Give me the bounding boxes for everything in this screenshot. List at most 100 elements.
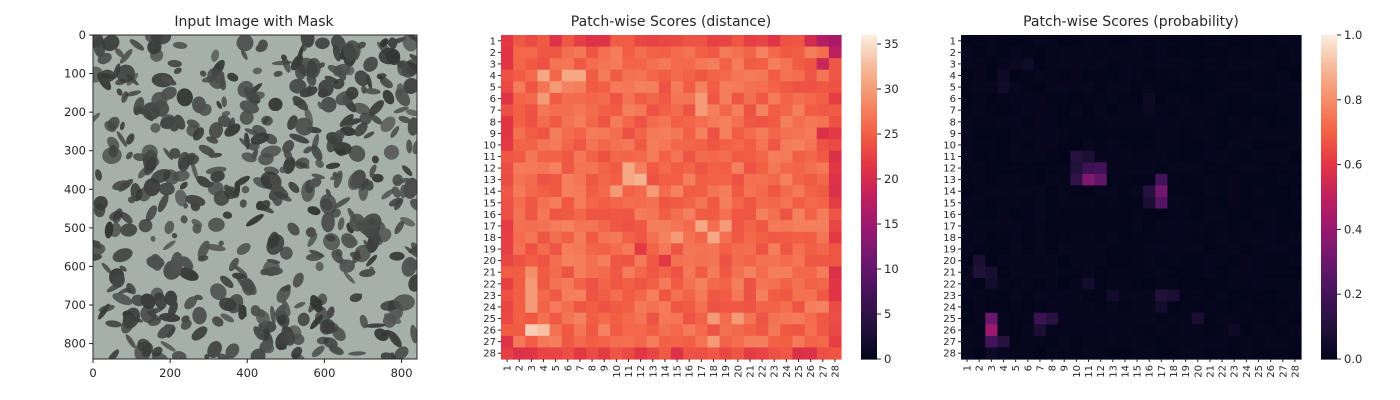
heatmap-cell (513, 289, 526, 302)
heatmap-cell (622, 162, 636, 175)
heatmap-cell (1203, 162, 1217, 175)
heatmap-cell (768, 254, 781, 268)
heatmap-cell (634, 197, 648, 210)
texture-blotch (325, 162, 341, 169)
heatmap-cell (622, 231, 636, 244)
heatmap-cell (816, 254, 830, 268)
heatmap-cell (598, 35, 611, 48)
heatmap-cell (549, 220, 563, 233)
heatmap-cell (1070, 278, 1084, 291)
heatmap-cell (695, 150, 709, 163)
heatmap-cell (501, 347, 514, 360)
heatmap-cell (683, 312, 696, 325)
heatmap-cell (658, 197, 672, 210)
row-label: 5 (950, 83, 956, 94)
heatmap-cell (1191, 231, 1205, 244)
heatmap-cell (828, 139, 842, 152)
heatmap-cell (1118, 208, 1132, 221)
texture-blotch (363, 131, 375, 139)
texture-blotch (157, 324, 176, 339)
heatmap-cell (610, 104, 624, 117)
heatmap-cell (501, 185, 514, 198)
heatmap-cell (598, 266, 611, 279)
colorbar-segment (1321, 237, 1337, 241)
texture-blotch (101, 262, 112, 274)
heatmap-cell (743, 58, 757, 71)
heatmap-cell (1276, 139, 1290, 152)
heatmap-cell (525, 116, 539, 129)
heatmap-cell (731, 335, 745, 349)
heatmap-cell (610, 254, 624, 268)
heatmap-cell (1094, 139, 1108, 152)
heatmap-cell (1264, 46, 1278, 59)
texture-blotch (192, 223, 202, 234)
heatmap-cell (1082, 289, 1096, 302)
heatmap-cell (1216, 104, 1229, 117)
heatmap-cell (1033, 69, 1047, 82)
heatmap-cell (731, 208, 745, 221)
heatmap-cell (707, 173, 721, 187)
heatmap-cell (1240, 243, 1254, 256)
heatmap-cell (634, 69, 648, 82)
heatmap-cell (743, 185, 757, 198)
row-label: 6 (950, 94, 956, 105)
col-label: 27 (818, 365, 829, 378)
heatmap-cell (1167, 301, 1181, 314)
texture-blotch (289, 133, 310, 144)
heatmap-cell (973, 92, 986, 106)
texture-image (92, 34, 418, 360)
texture-blotch (367, 227, 383, 246)
heatmap-cell (658, 347, 672, 360)
heatmap-cell (1143, 231, 1156, 244)
colorbar-segment (1321, 137, 1337, 141)
heatmap-cell (1106, 312, 1120, 325)
heatmap-cell (1191, 278, 1205, 291)
heatmap-cell (1179, 266, 1193, 279)
heatmap-cell (756, 324, 769, 337)
heatmap-cell (743, 254, 757, 268)
heatmap-cell (1228, 127, 1241, 140)
heatmap-cell (683, 197, 696, 210)
colorbar-tick-label: 0.2 (1344, 287, 1362, 301)
distance-heatmap-panel: Patch-wise Scores (distance) 12345678910… (483, 14, 898, 378)
heatmap-cell (1216, 324, 1229, 337)
row-label: 11 (483, 152, 496, 163)
heatmap-cell (695, 324, 709, 337)
texture-blotch (260, 145, 282, 158)
heatmap-cell (549, 35, 563, 48)
colorbar-segment (861, 234, 877, 239)
heatmap-cell (1155, 266, 1169, 279)
texture-blotch (393, 294, 415, 311)
heatmap-cell (1021, 35, 1035, 48)
heatmap-cell (1167, 266, 1181, 279)
heatmap-cell (610, 243, 624, 256)
heatmap-cell (997, 173, 1011, 187)
heatmap-cell (804, 231, 818, 244)
heatmap-cell (1094, 185, 1108, 198)
row-label: 24 (483, 302, 496, 313)
heatmap-cell (658, 289, 672, 302)
heatmap-cell (743, 150, 757, 163)
heatmap-cell (1288, 254, 1302, 268)
texture-blotch (319, 319, 335, 335)
heatmap-cell (768, 46, 781, 59)
heatmap-cell (1228, 197, 1241, 210)
heatmap-cell (985, 266, 999, 279)
colorbar-tick-label: 1.0 (1344, 28, 1362, 42)
heatmap-cell (1094, 278, 1108, 291)
heatmap-cell (1228, 104, 1241, 117)
colorbar-segment (1321, 321, 1337, 325)
heatmap-cell (1155, 312, 1169, 325)
heatmap-cell (985, 289, 999, 302)
texture-blotch (408, 274, 417, 292)
texture-blotch (192, 306, 207, 325)
colorbar-segment (861, 224, 877, 228)
texture-blotch (315, 37, 330, 50)
heatmap-cell (695, 243, 709, 256)
heatmap-cell (634, 173, 648, 187)
heatmap-cell (1228, 254, 1241, 268)
heatmap-cell (658, 139, 672, 152)
heatmap-cell (573, 335, 587, 349)
heatmap-cell (549, 81, 563, 94)
texture-blotch (119, 265, 127, 272)
